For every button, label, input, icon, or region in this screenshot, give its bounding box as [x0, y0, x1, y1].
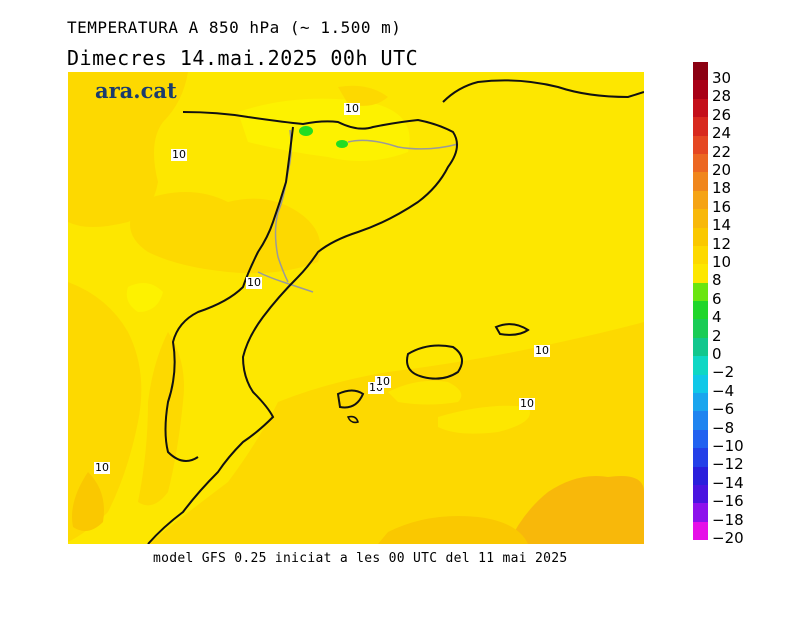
contour-label: 10	[246, 276, 262, 289]
color-scale-label: −4	[712, 381, 735, 400]
color-scale-bar	[693, 62, 708, 541]
field-10-12-ebro	[130, 192, 321, 274]
temperature-map: ara.cat 10 10 10 10 10 10 10 10	[68, 72, 644, 544]
contour-label: 10	[534, 344, 550, 357]
field-12-14-s	[378, 516, 528, 544]
field-10-12-north	[338, 85, 388, 106]
color-scale-label: −2	[712, 363, 735, 382]
color-swatch	[693, 264, 708, 283]
color-swatch	[693, 245, 708, 265]
color-scale-label: 0	[712, 345, 722, 363]
color-swatch	[693, 301, 708, 320]
forecast-date: Dimecres 14.mai.2025 00h UTC	[67, 46, 419, 70]
island-menorca	[494, 323, 530, 336]
border-line-2	[347, 139, 459, 150]
color-scale-label: 20	[712, 161, 732, 179]
map-canvas	[68, 72, 644, 544]
color-scale-label: 24	[712, 124, 732, 143]
chart-title: TEMPERATURA A 850 hPa (~ 1.500 m)	[67, 18, 402, 37]
color-swatch	[693, 117, 708, 136]
coastline-iberia	[147, 111, 458, 544]
color-scale-label: −16	[712, 492, 744, 511]
color-scale-label: 28	[712, 87, 732, 106]
color-scale-label: −6	[712, 400, 735, 419]
brand-logo: ara.cat	[95, 78, 177, 103]
color-swatch	[693, 521, 708, 541]
field-12-14-se	[508, 476, 644, 544]
color-swatch	[693, 393, 708, 412]
color-swatch	[693, 319, 708, 338]
contour-label: 10	[171, 148, 187, 161]
color-scale-label: 10	[712, 253, 732, 271]
field-10-12-inland	[138, 332, 184, 506]
color-swatch	[693, 356, 708, 375]
color-scale-label: −14	[712, 473, 744, 492]
contour-label: 10	[519, 397, 535, 410]
color-swatch	[693, 62, 708, 81]
island-ibiza	[336, 389, 365, 409]
island-formentera	[346, 415, 359, 424]
island-mallorca	[406, 344, 463, 380]
color-swatch	[693, 429, 708, 449]
field-10-12-sea	[148, 322, 644, 544]
cold-spot-1	[299, 126, 313, 136]
color-scale-label: −8	[712, 418, 735, 437]
color-scale-label: 18	[712, 179, 732, 198]
color-swatch	[693, 503, 708, 522]
color-swatch	[693, 411, 708, 430]
color-swatch	[693, 484, 708, 504]
color-scale-label: 14	[712, 216, 732, 235]
color-scale-label: 30	[712, 69, 732, 87]
color-scale-label: 26	[712, 105, 732, 124]
field-10-12-nw	[68, 72, 188, 227]
color-swatch	[693, 135, 708, 154]
color-scale-label: −20	[712, 529, 744, 547]
color-scale-label: 16	[712, 197, 732, 216]
color-scale-label: 22	[712, 142, 732, 161]
color-scale-label: −18	[712, 510, 744, 529]
color-swatch	[693, 374, 708, 394]
color-swatch	[693, 282, 708, 302]
field-6-8-island	[126, 283, 163, 312]
field-12-14-sw	[72, 472, 104, 531]
color-swatch	[693, 466, 708, 485]
color-scale-label: 8	[712, 271, 722, 290]
field-6-8-pyrenees	[238, 98, 410, 161]
color-swatch	[693, 227, 708, 246]
color-scale-label: 6	[712, 289, 722, 308]
cold-spot-2	[336, 140, 348, 148]
color-swatch	[693, 190, 708, 210]
border-line-1	[274, 129, 292, 283]
color-scale-label: 2	[712, 326, 722, 345]
contour-label: 10	[94, 461, 110, 474]
contour-label: 10	[375, 375, 391, 388]
color-swatch	[693, 98, 708, 118]
color-scale-label: −10	[712, 437, 744, 455]
field-8-10-balearic	[388, 380, 462, 405]
color-swatch	[693, 80, 708, 99]
color-swatch	[693, 209, 708, 228]
model-info: model GFS 0.25 iniciat a les 00 UTC del …	[153, 551, 568, 566]
border-line-3	[257, 271, 314, 293]
color-swatch	[693, 172, 708, 191]
color-swatch	[693, 337, 708, 357]
color-swatch	[693, 153, 708, 173]
color-scale-label: −12	[712, 455, 744, 474]
color-swatch	[693, 448, 708, 467]
color-scale-label: 4	[712, 308, 722, 327]
contour-label: 10	[344, 102, 360, 115]
border-inland	[164, 126, 294, 462]
coastline-france	[442, 79, 644, 103]
field-8-10-south	[438, 405, 530, 434]
color-scale-label: 12	[712, 234, 732, 253]
